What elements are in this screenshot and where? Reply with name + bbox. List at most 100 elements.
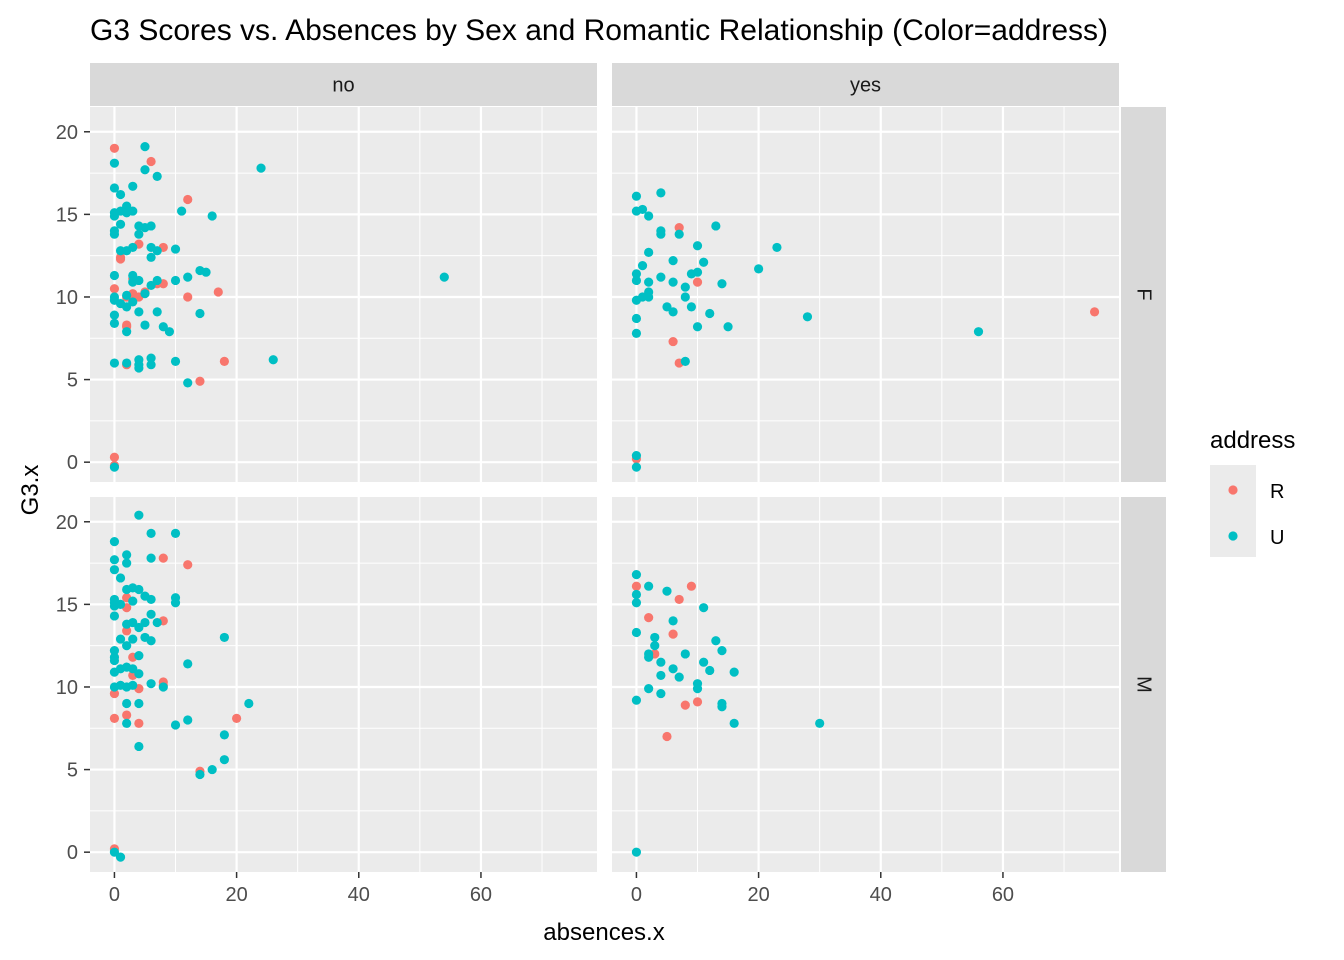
data-point-U: [631, 627, 642, 638]
data-point-U: [644, 684, 654, 694]
x-axis-label: absences.x: [543, 919, 664, 946]
data-point-U: [631, 450, 642, 461]
legend: address RU: [1210, 427, 1295, 557]
data-point-U: [711, 636, 721, 646]
data-point-U: [729, 667, 739, 677]
facet-strip-yes: [612, 63, 1119, 106]
data-point-R: [692, 697, 703, 707]
data-point-R: [122, 626, 132, 636]
data-point-U: [692, 267, 703, 277]
facet-strip-F: [1121, 107, 1166, 482]
data-point-U: [717, 702, 727, 712]
data-point-U: [256, 163, 266, 173]
data-point-U: [705, 665, 715, 676]
data-point-U: [772, 242, 782, 253]
data-point-U: [219, 632, 229, 643]
data-point-U: [146, 252, 156, 262]
data-point-R: [183, 560, 193, 570]
data-point-U: [201, 267, 211, 277]
data-point-U: [699, 257, 709, 267]
data-point-U: [109, 310, 120, 320]
x-tick-label: 60: [470, 884, 492, 906]
data-point-U: [128, 680, 138, 690]
data-point-R: [644, 612, 654, 623]
data-point-U: [644, 292, 654, 302]
data-point-R: [109, 713, 120, 723]
data-point-U: [692, 322, 703, 332]
data-point-U: [656, 670, 666, 681]
data-point-R: [146, 156, 156, 167]
data-point-U: [631, 313, 642, 324]
data-point-U: [109, 270, 120, 281]
data-point-U: [631, 598, 642, 608]
data-point-U: [128, 617, 138, 628]
data-point-U: [631, 695, 642, 705]
data-point-U: [268, 355, 278, 365]
data-point-U: [109, 158, 120, 168]
data-point-U: [109, 565, 120, 575]
data-point-U: [644, 211, 654, 221]
data-point-U: [146, 679, 156, 689]
x-tick-label: 0: [109, 884, 120, 906]
data-point-U: [680, 649, 690, 659]
data-point-U: [134, 622, 144, 633]
data-point-U: [644, 581, 654, 591]
data-point-U: [109, 646, 120, 656]
data-point-U: [717, 279, 727, 289]
data-point-U: [146, 353, 156, 363]
data-point-U: [170, 598, 181, 608]
data-point-U: [122, 201, 132, 211]
data-point-R: [213, 287, 223, 297]
data-point-U: [668, 664, 678, 674]
legend-title: address: [1210, 427, 1295, 454]
data-point-U: [754, 264, 764, 274]
data-point-U: [195, 308, 205, 319]
data-point-U: [692, 684, 703, 694]
data-point-U: [134, 510, 144, 520]
data-point-U: [122, 558, 132, 568]
data-point-R: [668, 629, 678, 639]
data-point-U: [815, 718, 825, 728]
data-point-U: [115, 189, 126, 200]
data-point-U: [631, 462, 642, 472]
data-point-R: [674, 222, 684, 233]
data-point-U: [644, 652, 654, 662]
data-point-R: [109, 284, 120, 294]
data-point-R: [109, 143, 120, 153]
data-point-U: [128, 181, 138, 191]
data-point-U: [219, 755, 229, 765]
data-point-U: [109, 555, 120, 565]
data-point-R: [134, 718, 144, 728]
data-point-U: [650, 641, 660, 651]
data-point-U: [109, 358, 120, 368]
data-point-U: [656, 188, 666, 198]
data-point-R: [631, 581, 642, 591]
data-point-U: [711, 221, 721, 231]
data-point-U: [115, 634, 126, 644]
data-point-R: [662, 731, 672, 742]
data-point-U: [109, 611, 120, 621]
data-point-U: [637, 204, 648, 215]
data-point-U: [183, 715, 193, 725]
data-point-U: [686, 302, 697, 312]
data-point-U: [170, 528, 181, 538]
data-point-U: [134, 275, 144, 286]
data-point-U: [134, 650, 144, 661]
data-point-U: [656, 688, 666, 699]
data-point-U: [152, 617, 162, 628]
data-point-U: [668, 616, 678, 626]
y-tick-label: 15: [56, 594, 78, 616]
data-point-U: [122, 641, 132, 651]
data-point-U: [680, 292, 690, 302]
y-tick-label: 20: [56, 122, 78, 144]
data-point-U: [183, 272, 193, 282]
data-point-U: [158, 682, 168, 692]
data-point-U: [656, 229, 666, 239]
data-point-U: [134, 229, 144, 239]
data-point-U: [170, 244, 181, 254]
data-point-U: [152, 171, 162, 181]
data-point-R: [692, 277, 703, 287]
data-point-U: [656, 657, 666, 667]
data-point-U: [128, 596, 138, 606]
y-tick-label: 10: [56, 677, 78, 699]
